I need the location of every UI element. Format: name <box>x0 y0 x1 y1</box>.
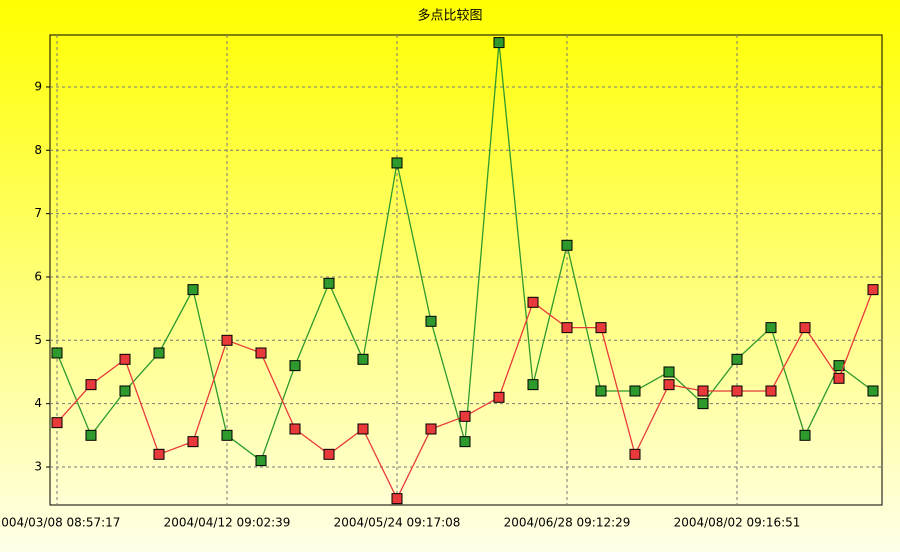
point-marker <box>799 322 811 334</box>
x-tick-label: 2004/08/02 09:16:51 <box>674 516 801 530</box>
point-marker <box>561 239 573 251</box>
point-marker <box>289 360 301 372</box>
point-marker <box>51 347 63 359</box>
point-marker <box>561 322 573 334</box>
point-marker <box>493 391 505 403</box>
point-marker <box>493 37 505 49</box>
point-marker <box>527 296 539 308</box>
y-tick-label: 4 <box>34 396 42 410</box>
point-marker <box>153 347 165 359</box>
point-marker <box>459 436 471 448</box>
point-marker <box>663 366 675 378</box>
point-marker <box>595 385 607 397</box>
point-marker <box>153 448 165 460</box>
y-tick-label: 3 <box>34 459 42 473</box>
y-tick-label: 8 <box>34 143 42 157</box>
y-tick-label: 9 <box>34 79 42 93</box>
point-marker <box>357 423 369 435</box>
point-marker <box>119 385 131 397</box>
point-marker <box>663 379 675 391</box>
point-marker <box>765 322 777 334</box>
point-marker <box>731 385 743 397</box>
point-marker <box>867 385 879 397</box>
y-tick-label: 7 <box>34 206 42 220</box>
point-marker <box>833 372 845 384</box>
point-marker <box>255 347 267 359</box>
point-marker <box>51 417 63 429</box>
point-marker <box>765 385 777 397</box>
x-tick-label: 2004/03/08 08:57:17 <box>0 516 120 530</box>
y-tick-label: 5 <box>34 333 42 347</box>
point-marker <box>187 284 199 296</box>
point-marker <box>425 423 437 435</box>
point-marker <box>289 423 301 435</box>
point-marker <box>459 410 471 422</box>
point-marker <box>731 353 743 365</box>
point-marker <box>221 429 233 441</box>
point-marker <box>697 385 709 397</box>
x-tick-label: 2004/05/24 09:17:08 <box>334 516 461 530</box>
point-marker <box>629 448 641 460</box>
x-tick-label: 2004/04/12 09:02:39 <box>164 516 291 530</box>
point-marker <box>799 429 811 441</box>
point-marker <box>595 322 607 334</box>
point-marker <box>323 277 335 289</box>
point-marker <box>323 448 335 460</box>
chart-title: 多点比较图 <box>417 8 482 24</box>
point-marker <box>187 436 199 448</box>
y-tick-label: 6 <box>34 269 42 283</box>
point-marker <box>357 353 369 365</box>
x-tick-label: 2004/06/28 09:12:29 <box>504 516 631 530</box>
point-marker <box>119 353 131 365</box>
plot-border <box>49 34 883 506</box>
point-marker <box>697 398 709 410</box>
point-marker <box>255 455 267 467</box>
point-marker <box>85 379 97 391</box>
point-marker <box>527 379 539 391</box>
point-marker <box>425 315 437 327</box>
point-marker <box>391 493 403 505</box>
point-marker <box>85 429 97 441</box>
point-marker <box>391 157 403 169</box>
point-marker <box>867 284 879 296</box>
point-marker <box>221 334 233 346</box>
point-marker <box>629 385 641 397</box>
